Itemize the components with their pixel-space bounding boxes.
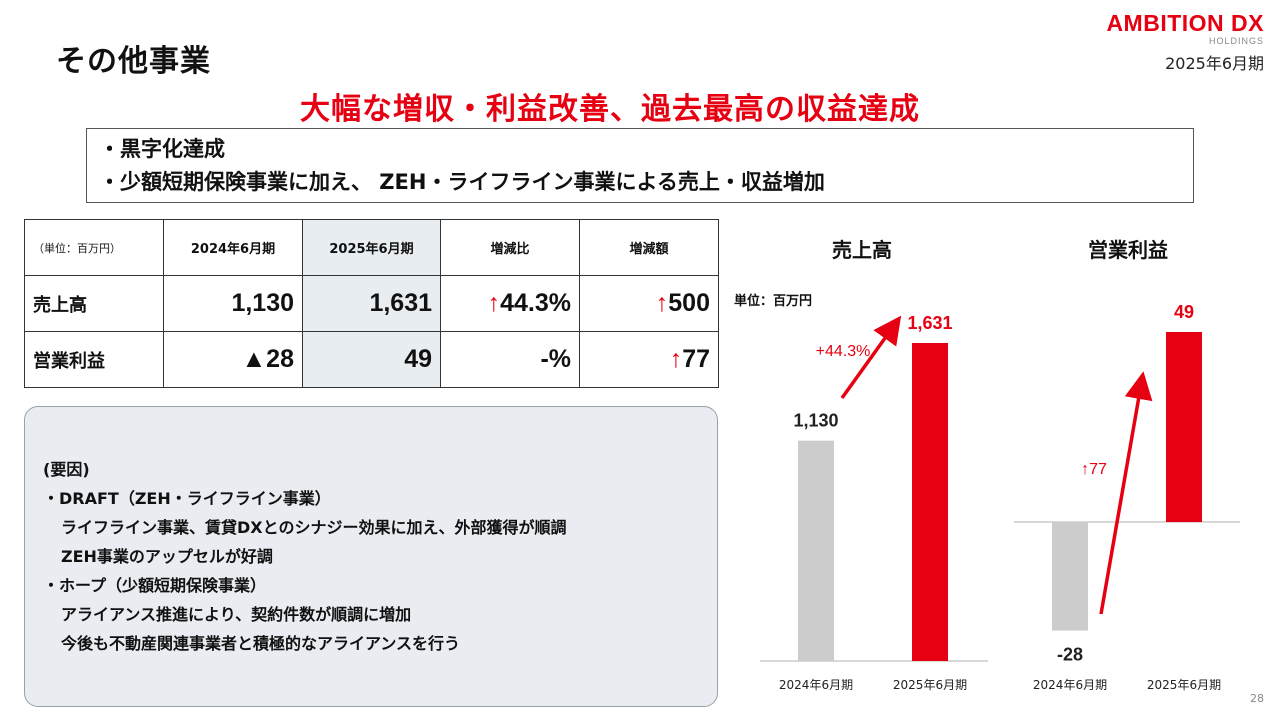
profit-chart-title: 営業利益 [1088, 238, 1168, 262]
cell-sales-diff: ↑500 [579, 275, 719, 332]
cell-sales-2024: 1,130 [163, 275, 303, 332]
logo-text: AMBITION DX [1106, 10, 1264, 36]
logo-subtext: HOLDINGS [1208, 36, 1264, 46]
bar-2025年6月期 [1166, 332, 1202, 522]
x-tick-label: 2024年6月期 [1033, 678, 1107, 692]
row-label-operating-profit: 営業利益 [24, 331, 164, 388]
factors-heading: (要因) [43, 460, 90, 479]
growth-annotation: ↑77 [1081, 461, 1107, 478]
financial-table: （単位：百万円） 2024年6月期 2025年6月期 増減比 増減額 売上高 1… [24, 219, 719, 388]
growth-arrow [1099, 371, 1153, 615]
cell-sales-2025: 1,631 [302, 275, 441, 332]
factor-line: 今後も不動産関連事業者と積極的なアライアンスを行う [61, 634, 461, 653]
up-arrow-icon: ↑ [669, 345, 683, 373]
bar-2024年6月期 [1052, 522, 1088, 631]
data-label: 1,130 [793, 411, 838, 431]
diff-value: 77 [682, 345, 710, 373]
page-title: その他事業 [56, 44, 211, 79]
x-tick-label: 2024年6月期 [779, 678, 853, 692]
bar-2025年6月期 [912, 343, 948, 661]
sales-chart-title: 売上高 [832, 238, 892, 262]
table-row: 営業利益 ▲28 49 -% ↑77 [24, 331, 719, 388]
growth-annotation: +44.3% [816, 343, 871, 360]
ratio-value: 44.3% [500, 289, 571, 317]
data-label: 49 [1174, 302, 1194, 322]
page-number: 28 [1250, 692, 1264, 705]
factor-line: アライアンス推進により、契約件数が順調に増加 [61, 605, 412, 624]
up-arrow-icon: ↑ [655, 289, 669, 317]
table-header-2025: 2025年6月期 [302, 219, 441, 276]
chart-unit-label: 単位：百万円 [734, 294, 813, 309]
bar-2024年6月期 [798, 440, 834, 661]
data-label: 1,631 [907, 313, 952, 333]
factor-line: ZEH事業のアップセルが好調 [61, 547, 273, 566]
x-tick-label: 2025年6月期 [893, 678, 967, 692]
x-tick-label: 2025年6月期 [1147, 678, 1221, 692]
headline: 大幅な増収・利益改善、過去最高の収益達成 [300, 92, 920, 127]
table-header-row: （単位：百万円） 2024年6月期 2025年6月期 増減比 増減額 [24, 219, 719, 276]
table-header-ratio: 増減比 [440, 219, 580, 276]
factor-line: ・DRAFT（ZEH・ライフライン事業） [43, 489, 331, 508]
row-label-sales: 売上高 [24, 275, 164, 332]
table-row: 売上高 1,130 1,631 ↑44.3% ↑500 [24, 275, 719, 332]
table-header-2024: 2024年6月期 [163, 219, 303, 276]
up-arrow-icon: ↑ [487, 289, 501, 317]
data-label: -28 [1057, 645, 1083, 665]
fiscal-period: 2025年6月期 [1165, 54, 1264, 73]
cell-profit-2025: 49 [302, 331, 441, 388]
cell-profit-ratio: -% [440, 331, 580, 388]
cell-profit-2024: ▲28 [163, 331, 303, 388]
table-unit-cell: （単位：百万円） [24, 219, 164, 276]
summary-line: ・黒字化達成 [99, 137, 225, 161]
factors-box: (要因) ・DRAFT（ZEH・ライフライン事業） ライフライン事業、賃貸DXと… [24, 406, 718, 707]
cell-profit-diff: ↑77 [579, 331, 719, 388]
cell-sales-ratio: ↑44.3% [440, 275, 580, 332]
diff-value: 500 [668, 289, 710, 317]
summary-line: ・少額短期保険事業に加え、 ZEH・ライフライン事業による売上・収益増加 [99, 170, 825, 194]
company-logo: AMBITION DX HOLDINGS [1106, 10, 1264, 46]
summary-box: ・黒字化達成 ・少額短期保険事業に加え、 ZEH・ライフライン事業による売上・収… [86, 128, 1194, 203]
growth-arrow [840, 315, 902, 400]
table-header-diff: 増減額 [579, 219, 719, 276]
factor-line: ・ホープ（少額短期保険事業） [43, 576, 267, 595]
factor-line: ライフライン事業、賃貸DXとのシナジー効果に加え、外部獲得が順調 [61, 518, 567, 537]
